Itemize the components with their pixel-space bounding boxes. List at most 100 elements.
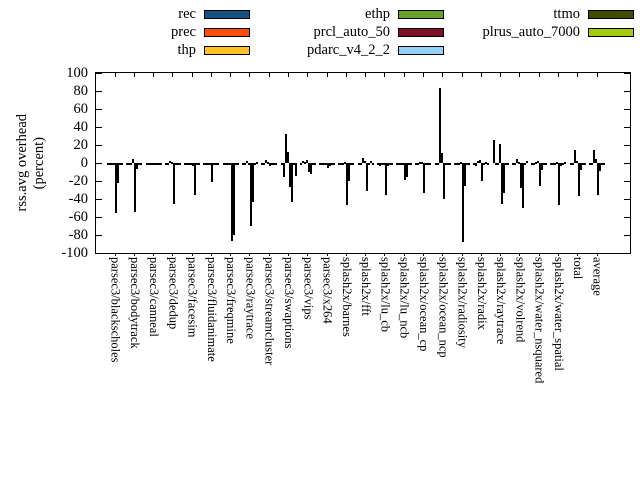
- bar-prcl_auto_50: [211, 163, 214, 182]
- y-tick-label: 40: [73, 119, 89, 135]
- bar-prec: [128, 163, 131, 165]
- x-tick: [133, 73, 135, 77]
- x-tick-label-text: splash2x/ocean_ncp: [436, 257, 451, 358]
- x-tick-label: parsec3/streamcluster: [259, 257, 279, 437]
- bar-prec: [513, 163, 516, 165]
- bar-plrus_auto_7000: [236, 163, 239, 165]
- bar-prcl_auto_50: [577, 163, 580, 197]
- bar-prcl_auto_50: [481, 163, 484, 181]
- legend-item-rec: rec: [35, 6, 250, 22]
- bar-prec: [186, 163, 189, 165]
- y-tick-label: -20: [68, 173, 88, 189]
- bar-prcl_auto_50: [172, 163, 175, 204]
- bar-thp: [323, 163, 326, 165]
- bar-rec: [396, 163, 399, 165]
- x-tick: [403, 73, 405, 77]
- bar-rec: [222, 163, 225, 165]
- bar-ethp: [151, 163, 154, 165]
- legend-item-plrus_auto_7000: plrus_auto_7000: [419, 24, 634, 40]
- x-tick: [519, 73, 521, 77]
- x-tick-label: splash2x/water_spatial: [548, 257, 568, 437]
- bar-pdarc_v4_2_2: [521, 163, 524, 208]
- bar-pdarc_v4_2_2: [290, 163, 293, 202]
- bar-ttmo: [273, 163, 276, 165]
- x-tick: [249, 73, 251, 77]
- x-tick: [191, 253, 193, 256]
- bar-plrus_auto_7000: [410, 163, 413, 165]
- x-tick: [326, 73, 328, 77]
- legend-label: thp: [177, 42, 196, 58]
- bar-thp: [149, 163, 152, 165]
- x-tick: [307, 253, 309, 256]
- bar-prcl_auto_50: [519, 163, 522, 189]
- y-tick: [624, 234, 630, 236]
- bar-rec: [126, 163, 129, 165]
- x-tick-label: parsec3/canneal: [144, 257, 164, 437]
- bar-prcl_auto_50: [558, 163, 561, 206]
- x-tick-label: parsec3/raytrace: [240, 257, 260, 437]
- legend-label: rec: [178, 6, 196, 22]
- y-tick-label: -100: [61, 245, 88, 261]
- bar-ttmo: [388, 163, 391, 165]
- bar-prcl_auto_50: [462, 163, 465, 243]
- x-tick: [230, 73, 232, 77]
- bar-ethp: [460, 162, 463, 165]
- y-tick: [624, 162, 630, 164]
- bar-ttmo: [446, 163, 449, 165]
- bar-ttmo: [485, 162, 488, 165]
- bar-thp: [477, 161, 480, 164]
- x-tick: [442, 253, 444, 256]
- x-tick: [288, 73, 290, 77]
- bar-prcl_auto_50: [307, 163, 310, 172]
- x-tick: [500, 253, 502, 256]
- bar-prec: [321, 163, 324, 165]
- bar-plrus_auto_7000: [564, 162, 567, 165]
- bar-rec: [473, 163, 476, 165]
- bar-pdarc_v4_2_2: [541, 163, 544, 171]
- x-tick: [268, 73, 270, 77]
- bar-plrus_auto_7000: [294, 163, 297, 176]
- bar-thp: [265, 160, 268, 163]
- bar-prcl_auto_50: [115, 163, 117, 213]
- y-tick: [96, 234, 102, 236]
- bar-ethp: [575, 161, 578, 164]
- bar-rec: [511, 163, 514, 165]
- bar-thp: [303, 162, 306, 165]
- y-tick: [624, 126, 630, 128]
- bar-thp: [226, 163, 229, 165]
- x-tick: [480, 253, 482, 256]
- x-tick: [538, 253, 540, 256]
- bar-prec: [378, 163, 381, 166]
- bar-pdarc_v4_2_2: [502, 163, 505, 193]
- y-tick: [96, 252, 102, 254]
- y-tick-label: -80: [68, 227, 88, 243]
- x-tick-label-text: splash2x/barnes: [339, 257, 354, 337]
- bar-prcl_auto_50: [500, 163, 503, 204]
- bar-ethp: [479, 160, 482, 163]
- x-tick: [365, 73, 367, 77]
- bar-prec: [109, 163, 111, 165]
- x-tick-label: parsec3/facesim: [182, 257, 202, 437]
- bar-prec: [591, 163, 593, 165]
- x-tick-label-text: splash2x/lu_cb: [378, 257, 393, 332]
- bar-thp: [535, 162, 538, 165]
- bar-thp: [554, 163, 557, 165]
- x-tick: [133, 253, 135, 256]
- bar-plrus_auto_7000: [178, 163, 181, 165]
- bar-prcl_auto_50: [365, 163, 368, 191]
- bar-prec: [147, 163, 150, 165]
- bar-thp: [130, 163, 133, 165]
- x-tick: [153, 73, 155, 77]
- bar-ttmo: [581, 163, 584, 165]
- bar-pdarc_v4_2_2: [444, 163, 447, 165]
- legend-swatch: [398, 45, 444, 55]
- x-tick-label: parsec3/vips: [298, 257, 318, 437]
- bar-pdarc_v4_2_2: [425, 163, 428, 165]
- bar-prec: [533, 163, 536, 165]
- x-tick: [500, 73, 502, 77]
- bar-ethp: [440, 153, 443, 163]
- legend-item-thp: thp: [35, 42, 250, 58]
- bar-prcl_auto_50: [539, 163, 542, 186]
- bar-ttmo: [119, 163, 121, 165]
- bar-thp: [380, 163, 383, 165]
